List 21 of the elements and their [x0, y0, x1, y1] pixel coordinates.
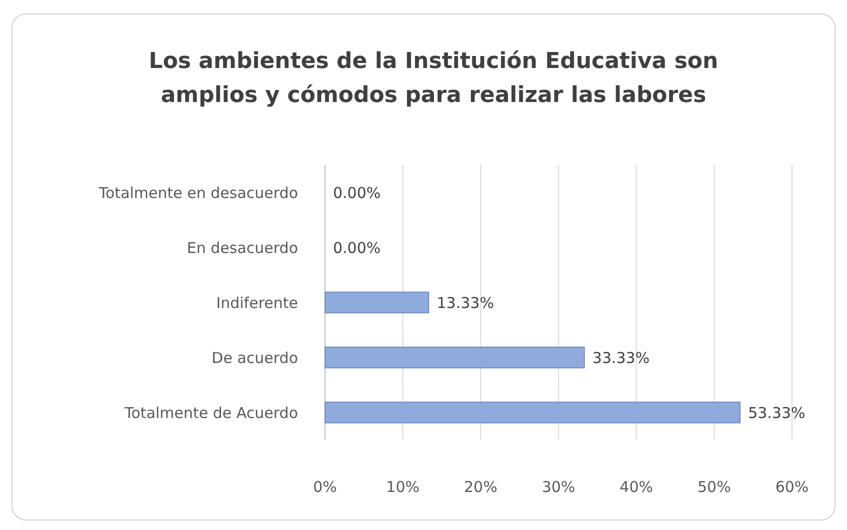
bar [324, 346, 585, 368]
bar [324, 292, 430, 314]
y-tick-label: Totalmente de Acuerdo [124, 404, 298, 422]
chart-title: Los ambientes de la Institución Educativa son amplios y cómodos para realizar las labores [148, 49, 718, 108]
x-tick-label: 60% [775, 478, 809, 496]
x-tick-label: 40% [620, 478, 654, 496]
x-tick-label: 20% [464, 478, 498, 496]
data-label: 0.00% [333, 184, 381, 202]
data-label: 13.33% [436, 294, 494, 312]
x-tick-label: 50% [697, 478, 731, 496]
x-tick-label: 10% [386, 478, 420, 496]
data-label: 33.33% [592, 348, 650, 367]
data-label: 0.00% [333, 238, 381, 257]
y-tick-label: Indiferente [216, 294, 298, 312]
y-tick-label: Totalmente en desacuerdo [98, 184, 298, 202]
y-tick-label: En desacuerdo [186, 238, 298, 257]
data-label: 53.33% [748, 404, 806, 422]
x-tick-label: 30% [542, 478, 576, 496]
x-tick-label: 0% [313, 478, 337, 496]
bar [324, 402, 740, 424]
y-tick-label: De acuerdo [212, 348, 298, 367]
